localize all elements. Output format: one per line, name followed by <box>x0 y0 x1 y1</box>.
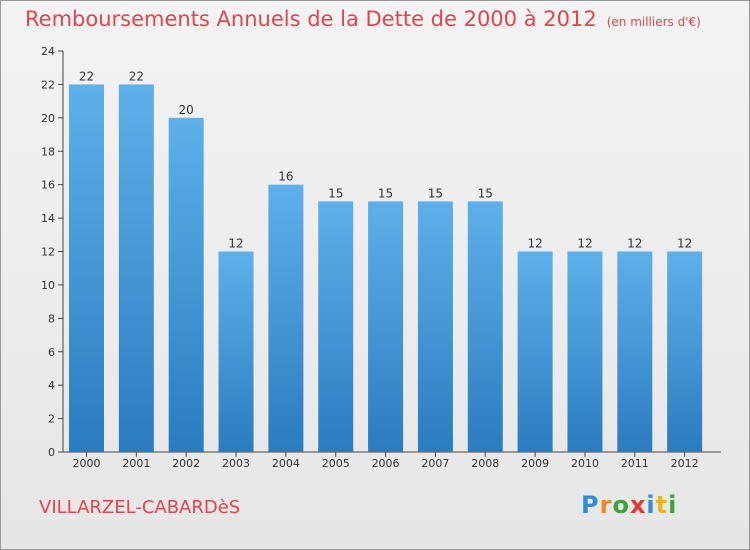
bar <box>517 251 553 452</box>
y-tick-label: 0 <box>48 446 55 459</box>
bar <box>467 201 503 452</box>
bar <box>567 251 603 452</box>
x-tick-label: 2001 <box>122 457 150 470</box>
y-tick-label: 20 <box>41 112 55 125</box>
bar-value-label: 12 <box>627 237 642 251</box>
bar-value-label: 15 <box>378 186 393 200</box>
bar-value-label: 15 <box>478 186 493 200</box>
y-tick-label: 6 <box>48 346 55 359</box>
y-tick-label: 10 <box>41 279 55 292</box>
bar <box>417 201 453 452</box>
x-tick-label: 2011 <box>621 457 649 470</box>
y-tick-label: 22 <box>41 78 55 91</box>
logo-letter: x <box>629 491 647 519</box>
x-tick-label: 2012 <box>671 457 699 470</box>
logo-letter: o <box>612 491 630 519</box>
logo-letter: r <box>599 491 613 519</box>
bar-value-label: 12 <box>577 237 592 251</box>
x-tick-label: 2004 <box>272 457 300 470</box>
bar-value-label: 22 <box>129 69 144 83</box>
y-tick-label: 14 <box>41 212 55 225</box>
x-tick-label: 2006 <box>372 457 400 470</box>
logo-letter: i <box>646 491 656 519</box>
bar <box>268 184 304 452</box>
bar-value-label: 12 <box>677 237 692 251</box>
bar <box>69 84 104 453</box>
bar-value-label: 20 <box>179 103 194 117</box>
chart-title: Remboursements Annuels de la Dette de 20… <box>25 7 701 31</box>
bar-value-label: 15 <box>428 186 443 200</box>
commune-name: VILLARZEL-CABARDèS <box>39 497 241 518</box>
bar-value-label: 12 <box>527 237 542 251</box>
y-tick-label: 8 <box>48 312 55 325</box>
y-tick-label: 12 <box>41 246 55 259</box>
bar <box>168 117 204 452</box>
bar-value-label: 22 <box>79 69 94 83</box>
logo-letter: t <box>655 491 669 519</box>
y-tick-label: 24 <box>41 45 55 58</box>
y-tick-label: 4 <box>48 379 55 392</box>
bar-chart: 0246810121416182022242220002220012020021… <box>41 45 721 470</box>
logo-letter: i <box>668 491 678 519</box>
proxiti-logo: Proxiti <box>581 491 677 519</box>
bar <box>368 201 404 452</box>
bar-value-label: 16 <box>278 170 293 184</box>
x-tick-label: 2000 <box>73 457 101 470</box>
bar-value-label: 15 <box>328 186 343 200</box>
x-tick-label: 2003 <box>222 457 250 470</box>
bar-value-label: 12 <box>228 237 243 251</box>
bar <box>667 251 703 452</box>
bar <box>617 251 653 452</box>
bar <box>318 201 354 452</box>
x-tick-label: 2009 <box>521 457 549 470</box>
unit-note: (en milliers d'€) <box>606 15 701 29</box>
x-tick-label: 2008 <box>471 457 499 470</box>
y-tick-label: 18 <box>41 145 55 158</box>
bar <box>118 84 154 453</box>
logo-letter: P <box>581 491 600 519</box>
bar <box>218 251 254 452</box>
chart-title-text: Remboursements Annuels de la Dette de 20… <box>25 7 597 31</box>
x-tick-label: 2007 <box>421 457 449 470</box>
y-tick-label: 2 <box>48 413 55 426</box>
x-tick-label: 2002 <box>172 457 200 470</box>
x-tick-label: 2010 <box>571 457 599 470</box>
y-tick-label: 16 <box>41 179 55 192</box>
x-tick-label: 2005 <box>322 457 350 470</box>
